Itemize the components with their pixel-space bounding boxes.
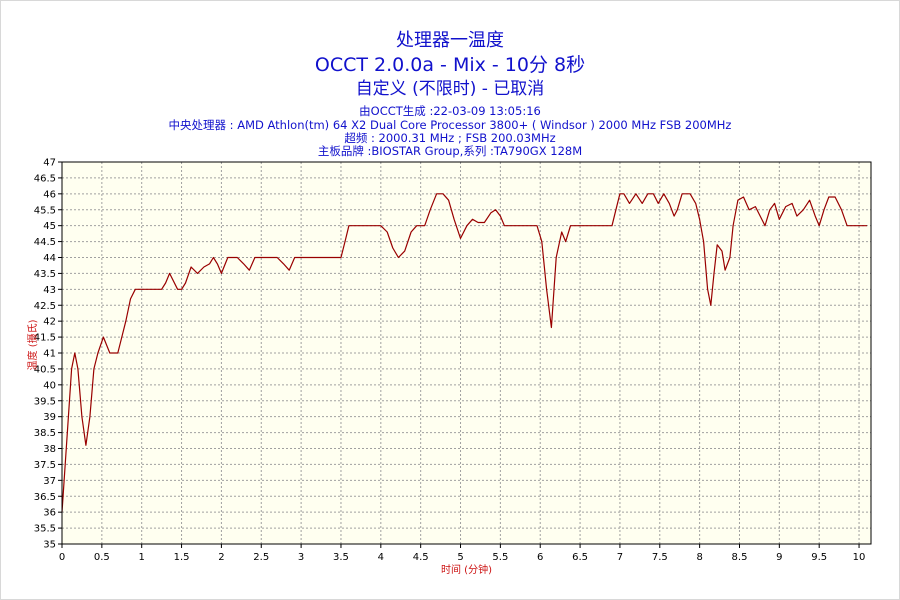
x-tick-label: 7.5 — [652, 552, 668, 563]
y-tick-label: 37 — [43, 476, 56, 487]
y-tick-label: 35 — [43, 540, 56, 551]
x-tick-label: 5 — [457, 552, 463, 563]
x-tick-label: 6 — [537, 552, 543, 563]
x-tick-label: 5.5 — [492, 552, 508, 563]
y-tick-label: 42 — [43, 317, 56, 328]
y-axis-label: 温度 (摄氏) — [26, 319, 39, 370]
x-axis-label: 时间 (分钟) — [441, 563, 492, 576]
y-tick-label: 44 — [43, 253, 56, 264]
y-tick-label: 46.5 — [34, 173, 56, 184]
y-tick-label: 38 — [43, 444, 56, 455]
chart-title: 处理器一温度 — [396, 30, 504, 51]
y-tick-label: 37.5 — [34, 460, 56, 471]
series-line — [61, 193, 867, 513]
y-tick-label: 35.5 — [34, 524, 56, 535]
y-tick-label: 46 — [43, 189, 56, 200]
y-tick-label: 42.5 — [34, 301, 56, 312]
y-tick-label: 43.5 — [34, 269, 56, 280]
y-tick-label: 45.5 — [34, 205, 56, 216]
x-tick-label: 3 — [298, 552, 304, 563]
y-tick-label: 41 — [43, 349, 56, 360]
y-tick-label: 36.5 — [34, 492, 56, 503]
chart-mode-line: 自定义 (不限时) - 已取消 — [355, 79, 545, 99]
chart-subtitle: OCCT 2.0.0a - Mix - 10分 8秒 — [314, 54, 586, 76]
x-tick-label: 2.5 — [253, 552, 269, 563]
motherboard-info-line: 主板品牌 :BIOSTAR Group,系列 :TA790GX 128M — [317, 144, 583, 158]
generated-by-line: 由OCCT生成 :22-03-09 13:05:16 — [359, 104, 541, 118]
y-tick-label: 47 — [43, 158, 56, 169]
x-tick-label: 1 — [139, 552, 145, 563]
x-tick-label: 9 — [776, 552, 782, 563]
x-tick-label: 7 — [617, 552, 623, 563]
x-tick-label: 4 — [378, 552, 384, 563]
x-tick-label: 4.5 — [413, 552, 429, 563]
y-tick-label: 41.5 — [34, 333, 56, 344]
x-tick-label: 3.5 — [333, 552, 349, 563]
x-tick-label: 9.5 — [811, 552, 827, 563]
y-tick-label: 40.5 — [34, 364, 56, 375]
overclock-info-line: 超频 : 2000.31 MHz ; FSB 200.03MHz — [344, 131, 556, 145]
x-tick-label: 0.5 — [94, 552, 110, 563]
x-tick-label: 8 — [696, 552, 702, 563]
y-tick-label: 45 — [43, 221, 56, 232]
x-axis-ticks: 0 0.5 1 1.5 2 2.5 3 3.5 4 4.5 5 5.5 6 6.5 7 7.5 8 8.5 9 9.5… — [59, 544, 866, 563]
plot-border — [61, 161, 872, 545]
y-axis-ticks: 35 35.5 36 36.5 37 37.5 38 38.5 39 39.5 40 40.5 41 41… — [34, 158, 62, 551]
cpu-info-line: 中央处理器 : AMD Athlon(tm) 64 X2 Dual Core P… — [168, 118, 732, 132]
x-tick-label: 6.5 — [572, 552, 588, 563]
y-tick-label: 36 — [43, 508, 56, 519]
x-tick-label: 8.5 — [732, 552, 748, 563]
y-tick-label: 44.5 — [34, 237, 56, 248]
y-tick-label: 43 — [43, 285, 56, 296]
x-tick-label: 10 — [853, 552, 866, 563]
x-tick-label: 0 — [59, 552, 65, 563]
x-tick-label: 2 — [218, 552, 224, 563]
x-tick-label: 1.5 — [174, 552, 190, 563]
y-tick-label: 39.5 — [34, 396, 56, 407]
y-tick-label: 40 — [43, 380, 56, 391]
y-tick-label: 38.5 — [34, 428, 56, 439]
y-tick-label: 39 — [43, 412, 56, 423]
